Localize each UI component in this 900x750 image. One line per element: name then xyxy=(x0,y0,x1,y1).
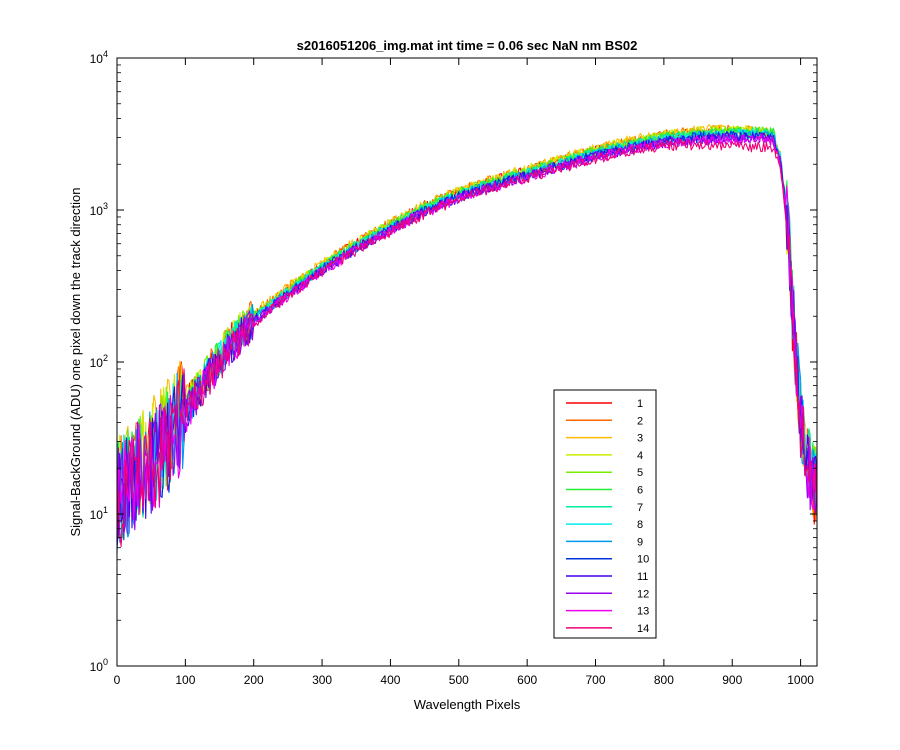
series-layer xyxy=(116,124,818,554)
legend-label: 5 xyxy=(637,467,643,479)
legend-label: 9 xyxy=(637,536,643,548)
y-tick-label: 102 xyxy=(90,353,108,370)
legend-label: 4 xyxy=(637,450,643,462)
x-tick-label: 0 xyxy=(114,673,121,687)
x-tick-label: 100 xyxy=(175,673,195,687)
y-tick-label: 100 xyxy=(90,657,108,674)
legend-label: 10 xyxy=(637,554,649,566)
x-tick-label: 800 xyxy=(654,673,674,687)
series-line xyxy=(116,125,818,528)
y-tick-label: 101 xyxy=(90,505,108,522)
series-line xyxy=(116,133,818,542)
x-tick-label: 500 xyxy=(449,673,469,687)
x-axis-label: Wavelength Pixels xyxy=(414,697,521,712)
legend-label: 11 xyxy=(637,571,648,583)
legend-label: 3 xyxy=(637,433,643,445)
x-tick-label: 300 xyxy=(312,673,332,687)
legend-label: 7 xyxy=(637,502,643,514)
x-tick-label: 900 xyxy=(722,673,742,687)
legend-label: 13 xyxy=(637,606,649,618)
chart-title: s2016051206_img.mat int time = 0.06 sec … xyxy=(297,38,638,53)
y-axis-label: Signal-BackGround (ADU) one pixel down t… xyxy=(68,187,83,536)
series-line xyxy=(116,139,818,548)
legend-label: 14 xyxy=(637,623,649,635)
y-tick-label: 103 xyxy=(90,201,108,218)
x-tick-label: 200 xyxy=(244,673,264,687)
legend-label: 6 xyxy=(637,485,643,497)
legend-box xyxy=(553,389,657,639)
legend-label: 12 xyxy=(637,588,649,600)
x-axis: 0 100 200 300 400 500 600 700 800 900 1000 xyxy=(114,58,814,687)
x-tick-label: 700 xyxy=(586,673,606,687)
legend-label: 8 xyxy=(637,519,643,531)
plot-area xyxy=(117,58,817,666)
legend-label: 2 xyxy=(637,415,643,427)
x-tick-label: 400 xyxy=(380,673,400,687)
y-tick-label: 104 xyxy=(90,49,108,66)
legend-label: 1 xyxy=(637,398,643,410)
x-tick-label: 1000 xyxy=(787,673,814,687)
x-tick-label: 600 xyxy=(517,673,537,687)
